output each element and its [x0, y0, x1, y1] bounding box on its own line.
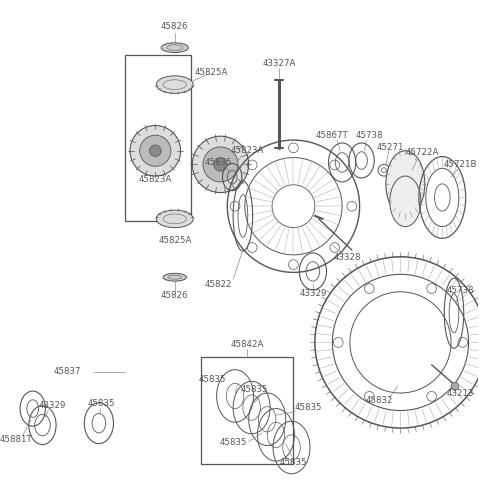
Text: 45867T: 45867T [316, 130, 349, 140]
Text: 43329: 43329 [299, 290, 326, 298]
Text: 45826: 45826 [161, 22, 189, 30]
Ellipse shape [161, 43, 188, 52]
Text: 45881T: 45881T [0, 435, 33, 444]
Ellipse shape [214, 158, 228, 171]
Text: 45825A: 45825A [158, 236, 192, 245]
Text: 43213: 43213 [447, 390, 475, 398]
Text: 45826: 45826 [161, 291, 189, 300]
Ellipse shape [156, 76, 193, 94]
Bar [201, 357, 293, 464]
Text: 43328: 43328 [333, 254, 361, 262]
Text: 45823A: 45823A [231, 146, 264, 156]
Ellipse shape [192, 136, 249, 192]
Ellipse shape [156, 210, 193, 228]
Circle shape [451, 382, 459, 390]
Text: 45738: 45738 [447, 286, 475, 296]
Text: 45842A: 45842A [230, 340, 264, 349]
Text: 45721B: 45721B [444, 160, 478, 169]
Text: 45835: 45835 [199, 375, 227, 384]
Text: 45832: 45832 [365, 396, 393, 406]
Text: 45722A: 45722A [405, 148, 439, 157]
Ellipse shape [390, 176, 421, 226]
Text: 45738: 45738 [356, 130, 383, 140]
Bar [125, 56, 192, 221]
Text: 45825A: 45825A [194, 68, 228, 78]
Ellipse shape [130, 126, 180, 176]
Text: 45835: 45835 [241, 384, 268, 394]
Ellipse shape [140, 135, 171, 166]
Text: 45835: 45835 [294, 403, 322, 412]
Text: 45835: 45835 [280, 458, 307, 466]
Text: 45837: 45837 [54, 367, 82, 376]
Text: 43327A: 43327A [262, 58, 296, 68]
Ellipse shape [149, 145, 161, 156]
Text: 45835: 45835 [205, 158, 232, 167]
Text: 45823A: 45823A [139, 176, 172, 184]
Text: 45271: 45271 [377, 144, 405, 152]
Text: 45835: 45835 [219, 438, 247, 447]
Text: 45835: 45835 [87, 399, 115, 408]
Ellipse shape [203, 147, 238, 182]
Ellipse shape [163, 274, 186, 281]
Ellipse shape [386, 151, 425, 217]
Text: 43329: 43329 [38, 401, 66, 410]
Text: 45822: 45822 [205, 280, 232, 288]
